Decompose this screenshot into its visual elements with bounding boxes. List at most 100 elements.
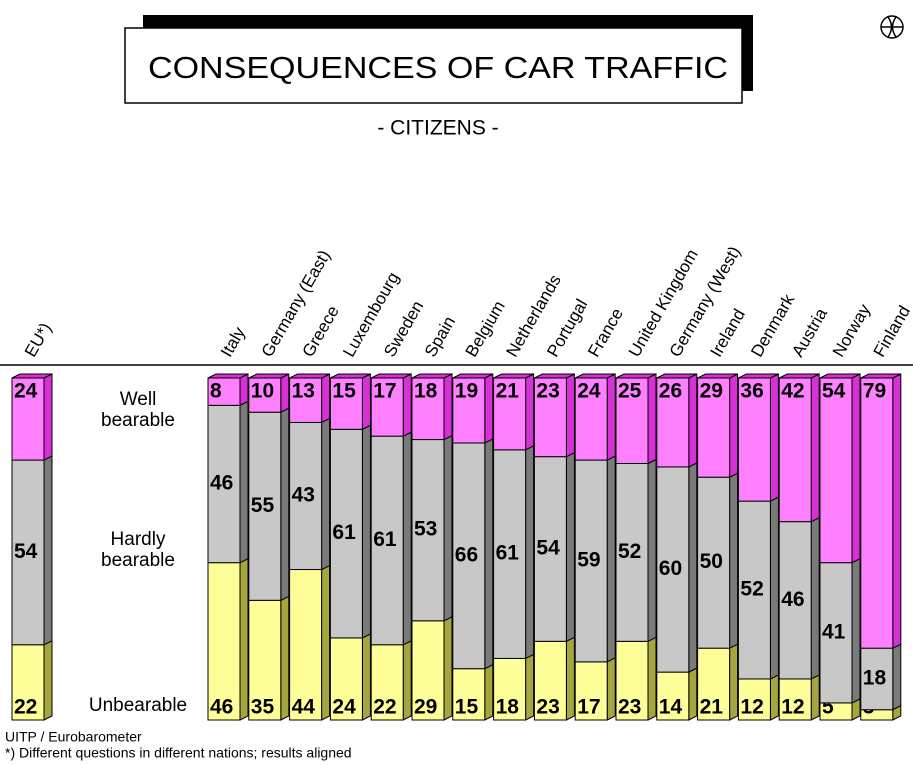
- bar-side: [769, 674, 779, 721]
- bar-segment: [615, 463, 649, 642]
- value-label: 53: [414, 518, 437, 541]
- value-label: 17: [577, 696, 600, 719]
- bar-segment: [248, 377, 282, 413]
- value-label: 54: [14, 540, 38, 563]
- x-tick-label: Ireland: [706, 306, 748, 361]
- footnote: *) Different questions in different nati…: [5, 745, 352, 761]
- value-label: 29: [700, 380, 723, 403]
- bar-side: [361, 633, 371, 721]
- bar-side: [565, 451, 575, 643]
- bar-segment: [778, 377, 812, 523]
- bar-segment: [697, 377, 731, 478]
- bar-side: [525, 445, 535, 660]
- value-label: 22: [373, 696, 396, 719]
- value-label: 61: [496, 542, 520, 565]
- bar-side: [851, 373, 861, 564]
- bar-side: [769, 496, 779, 680]
- bar-segment: [656, 671, 690, 721]
- value-label: 46: [781, 588, 804, 611]
- bar-top: [330, 373, 371, 379]
- bar-side: [280, 407, 290, 602]
- bar-segment: [411, 377, 445, 441]
- value-label: 18: [414, 380, 438, 403]
- bar-segment: [819, 377, 853, 564]
- value-label: 15: [332, 380, 356, 403]
- bar-segment: [207, 404, 241, 564]
- bar-top: [11, 373, 53, 379]
- x-tick-label: Norway: [829, 300, 875, 360]
- bar-segment: [289, 421, 323, 571]
- bar-segment: [574, 459, 608, 663]
- bar-top: [493, 373, 534, 379]
- value-label: 35: [251, 696, 275, 719]
- value-label: 14: [659, 696, 683, 719]
- bar-segment: [411, 439, 445, 622]
- bar-side: [729, 472, 739, 649]
- bar-segment: [737, 377, 771, 502]
- bar-side: [688, 667, 698, 721]
- x-tick-label: Greece: [298, 302, 342, 360]
- bar-segment: [493, 377, 527, 451]
- bar-side: [43, 639, 53, 721]
- bar-side: [606, 657, 616, 721]
- value-label: 29: [414, 696, 437, 719]
- chart-title: CONSEQUENCES OF CAR TRAFFIC: [148, 50, 728, 85]
- bar-side: [402, 639, 412, 721]
- value-label: 36: [740, 380, 763, 403]
- bar-top: [819, 373, 861, 379]
- value-label: 18: [496, 696, 520, 719]
- bar-top: [411, 373, 453, 379]
- value-label: 24: [14, 380, 38, 403]
- bar-segment: [737, 678, 771, 721]
- bar-side: [484, 438, 494, 670]
- bar-segment: [615, 377, 649, 464]
- bar-side: [769, 373, 779, 502]
- bar-segment: [11, 377, 45, 461]
- bar-side: [647, 636, 657, 721]
- bar-segment: [533, 456, 567, 642]
- bar-segment: [452, 668, 486, 721]
- bar-side: [484, 373, 494, 444]
- value-label: 26: [659, 380, 682, 403]
- x-tick-label: Spain: [421, 313, 459, 360]
- bar-top: [778, 373, 820, 379]
- value-label: 12: [740, 696, 763, 719]
- value-label: 23: [536, 380, 559, 403]
- bar-segment: [819, 562, 853, 704]
- value-label: 18: [863, 667, 887, 690]
- bar-segment: [329, 637, 363, 721]
- bar-segment: [207, 562, 241, 721]
- bar-side: [565, 373, 575, 458]
- bar-side: [525, 373, 535, 451]
- bar-side: [525, 653, 535, 721]
- legend-label: Hardly bearable: [101, 529, 175, 571]
- x-tick-label: France: [584, 305, 627, 360]
- value-label: 54: [822, 380, 846, 403]
- bar-top: [615, 373, 657, 379]
- bar-side: [239, 557, 249, 721]
- value-label: 24: [332, 696, 356, 719]
- bar-top: [452, 373, 494, 379]
- bar-side: [443, 616, 453, 721]
- bar-segment: [697, 647, 731, 721]
- value-label: 23: [618, 696, 641, 719]
- value-label: 54: [536, 537, 560, 560]
- bar-side: [729, 373, 739, 478]
- value-label: 61: [373, 528, 397, 551]
- x-tick-label: Italy: [217, 323, 249, 360]
- bar-side: [851, 557, 861, 704]
- value-label: 42: [781, 380, 804, 403]
- bar-side: [688, 373, 698, 468]
- bar-side: [729, 643, 739, 721]
- bar-segment: [452, 377, 486, 444]
- bar-segment: [860, 647, 894, 711]
- bar-top: [656, 373, 698, 379]
- bar-segment: [860, 377, 894, 649]
- bar-side: [484, 663, 494, 721]
- value-label: 10: [251, 380, 274, 403]
- value-label: 46: [210, 472, 233, 495]
- x-tick-label: Finland: [870, 302, 913, 360]
- bar-side: [321, 564, 331, 721]
- bar-side: [892, 373, 902, 649]
- value-label: 21: [496, 380, 520, 403]
